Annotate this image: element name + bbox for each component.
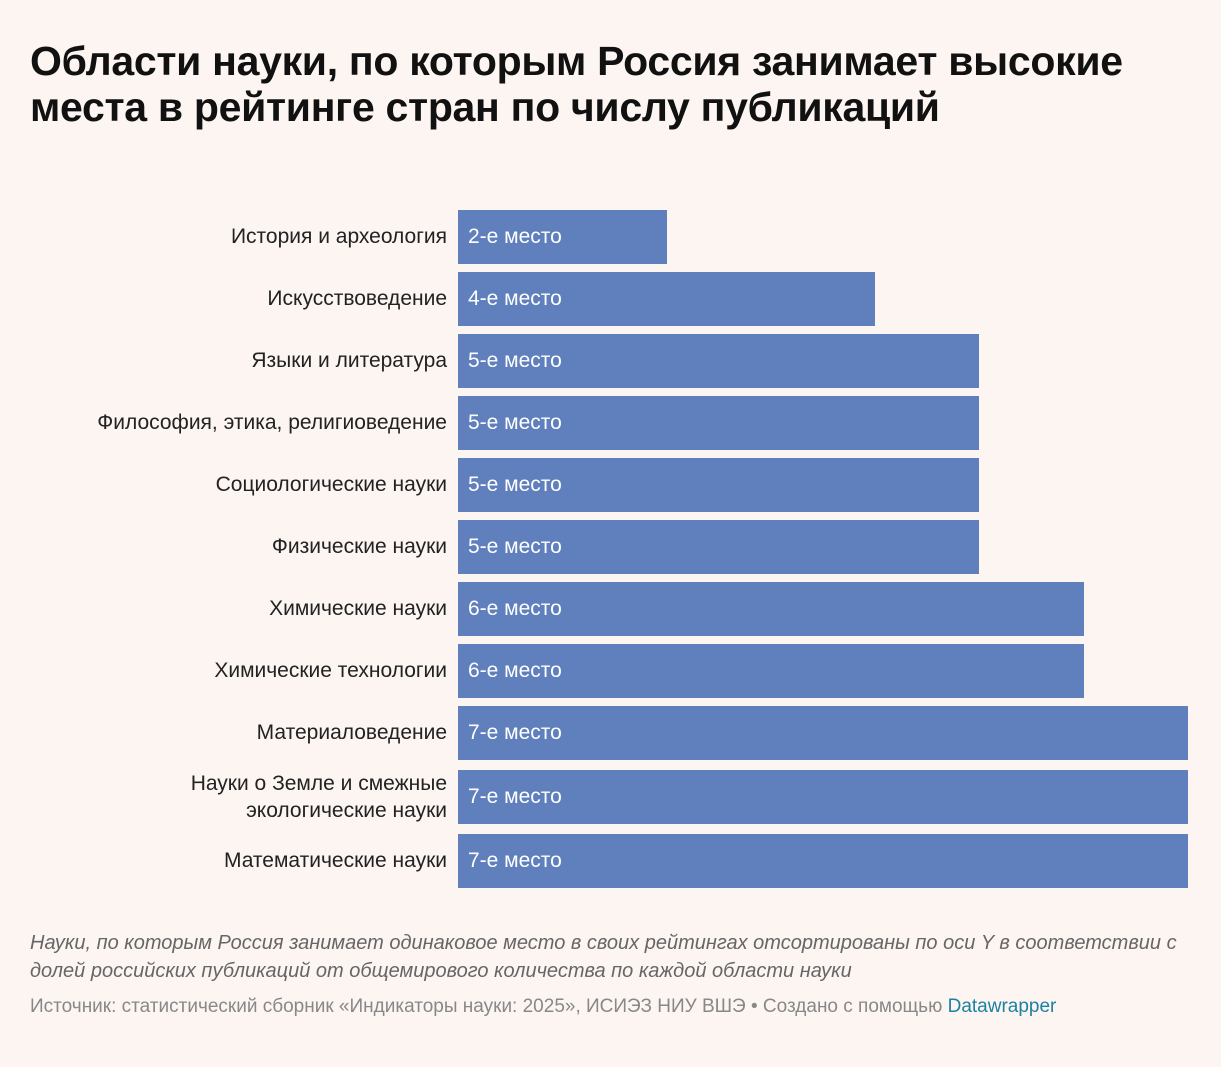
category-label: Искусствоведение xyxy=(267,287,447,310)
bar: 5-е место xyxy=(458,396,979,450)
category-label: Языки и литература xyxy=(251,349,447,372)
bar-value-label: 7-е место xyxy=(468,785,562,808)
bar: 7-е место xyxy=(458,706,1188,760)
category-label: Химические технологии xyxy=(214,659,447,682)
category-label: Математические науки xyxy=(223,849,447,872)
bar-value-label: 7-е место xyxy=(468,721,562,744)
bar-value-label: 5-е место xyxy=(468,473,562,496)
bar-value-label: 2-е место xyxy=(468,225,562,248)
category-label: Социологические науки xyxy=(215,473,447,496)
bar-value-label: 5-е место xyxy=(468,535,562,558)
chart-note: Науки, по которым Россия занимает одинак… xyxy=(30,932,1177,982)
source-line: Источник: статистический сборник «Индика… xyxy=(30,993,1200,1020)
bar-value-label: 7-е место xyxy=(468,849,562,872)
bar: 6-е место xyxy=(458,644,1084,698)
category-label: Материаловедение xyxy=(256,721,447,744)
bar: 5-е место xyxy=(458,520,979,574)
bar-value-label: 5-е место xyxy=(468,349,562,372)
bar: 7-е место xyxy=(458,834,1188,888)
category-label: Философия, этика, религиоведение xyxy=(97,411,447,434)
bar: 5-е место xyxy=(458,458,979,512)
category-label: Химические науки xyxy=(269,597,447,620)
datawrapper-link[interactable]: Datawrapper xyxy=(947,996,1057,1017)
bar-chart: История и археология 2-е место Искусствове… xyxy=(97,210,1188,888)
bar: 7-е место xyxy=(458,770,1188,824)
bar-value-label: 5-е место xyxy=(468,411,562,434)
category-label: История и археология xyxy=(230,225,447,248)
bar: 5-е место xyxy=(458,334,979,388)
bar-value-label: 6-е место xyxy=(468,659,562,682)
bar-value-label: 4-е место xyxy=(468,287,562,310)
source-text: Источник: статистический сборник «Индика… xyxy=(30,996,943,1017)
chart-title: Области науки, по которым Россия занимае… xyxy=(30,38,1123,130)
category-label: Науки о Земле и смежные экологические на… xyxy=(190,772,447,822)
bar-value-label: 6-е место xyxy=(468,597,562,620)
bar: 2-е место xyxy=(458,210,667,264)
bar: 4-е место xyxy=(458,272,875,326)
category-label: Физические науки xyxy=(271,535,447,558)
bar: 6-е место xyxy=(458,582,1084,636)
